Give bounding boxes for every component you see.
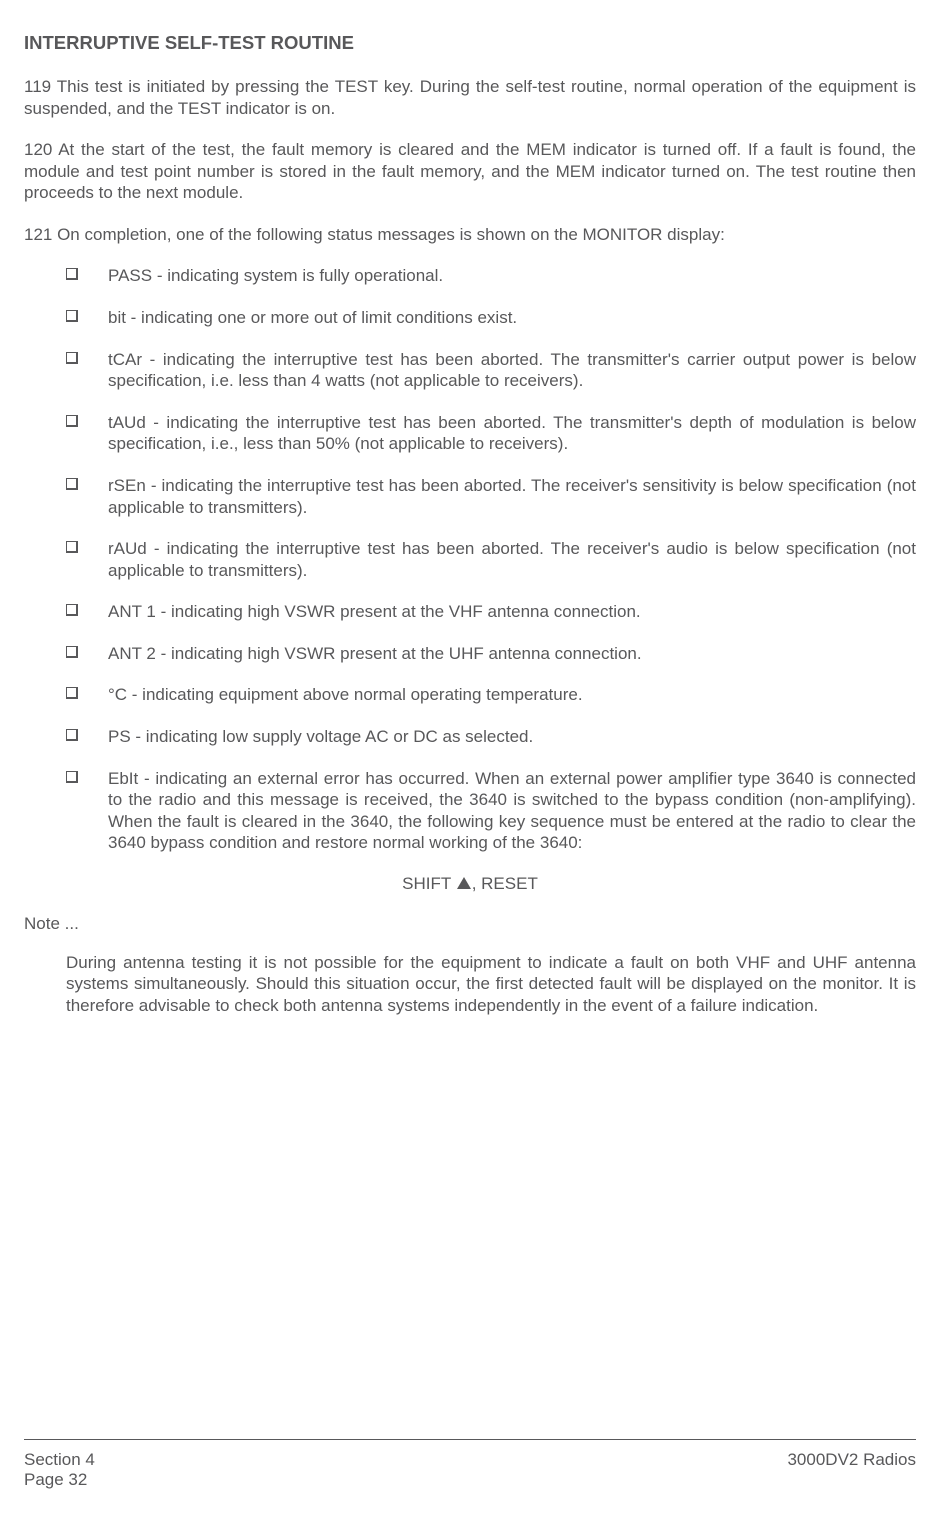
footer-right: 3000DV2 Radios — [787, 1450, 916, 1490]
key-sequence: SHIFT , RESET — [24, 874, 916, 894]
list-item: ANT 1 - indicating high VSWR present at … — [66, 601, 916, 623]
list-item-text: tCAr - indicating the interruptive test … — [108, 350, 916, 391]
keyseq-after: , RESET — [472, 874, 538, 893]
footer-page: Page 32 — [24, 1470, 95, 1490]
checkbox-icon — [66, 646, 78, 658]
list-item: ANT 2 - indicating high VSWR present at … — [66, 643, 916, 665]
checkbox-icon — [66, 415, 78, 427]
list-item-text: rSEn - indicating the interruptive test … — [108, 476, 916, 517]
list-item: rAUd - indicating the interruptive test … — [66, 538, 916, 581]
paragraph-121: 121 On completion, one of the following … — [24, 224, 916, 246]
list-item: PASS - indicating system is fully operat… — [66, 265, 916, 287]
keyseq-before: SHIFT — [402, 874, 456, 893]
list-item: EbIt - indicating an external error has … — [66, 768, 916, 854]
list-item: tAUd - indicating the interruptive test … — [66, 412, 916, 455]
list-item-text: ANT 2 - indicating high VSWR present at … — [108, 644, 642, 663]
note-label: Note ... — [24, 914, 916, 934]
list-item-text: bit - indicating one or more out of limi… — [108, 308, 517, 327]
footer-section: Section 4 — [24, 1450, 95, 1470]
checkbox-icon — [66, 541, 78, 553]
checkbox-icon — [66, 771, 78, 783]
list-item: rSEn - indicating the interruptive test … — [66, 475, 916, 518]
list-item: tCAr - indicating the interruptive test … — [66, 349, 916, 392]
list-item-text: ANT 1 - indicating high VSWR present at … — [108, 602, 641, 621]
checkbox-icon — [66, 729, 78, 741]
checkbox-icon — [66, 478, 78, 490]
checkbox-icon — [66, 268, 78, 280]
list-item-text: EbIt - indicating an external error has … — [108, 769, 916, 853]
list-item-text: rAUd - indicating the interruptive test … — [108, 539, 916, 580]
checkbox-icon — [66, 604, 78, 616]
list-item: bit - indicating one or more out of limi… — [66, 307, 916, 329]
checkbox-icon — [66, 310, 78, 322]
page-footer: Section 4 Page 32 3000DV2 Radios — [24, 1439, 916, 1490]
note-body: During antenna testing it is not possibl… — [24, 952, 916, 1017]
list-item-text: PS - indicating low supply voltage AC or… — [108, 727, 533, 746]
list-item: °C - indicating equipment above normal o… — [66, 684, 916, 706]
checkbox-icon — [66, 687, 78, 699]
footer-divider — [24, 1439, 916, 1440]
list-item-text: °C - indicating equipment above normal o… — [108, 685, 583, 704]
section-heading: INTERRUPTIVE SELF-TEST ROUTINE — [24, 32, 916, 54]
triangle-up-icon — [457, 877, 471, 889]
list-item: PS - indicating low supply voltage AC or… — [66, 726, 916, 748]
list-item-text: PASS - indicating system is fully operat… — [108, 266, 443, 285]
status-message-list: PASS - indicating system is fully operat… — [24, 265, 916, 853]
checkbox-icon — [66, 352, 78, 364]
paragraph-119: 119 This test is initiated by pressing t… — [24, 76, 916, 119]
paragraph-120: 120 At the start of the test, the fault … — [24, 139, 916, 204]
list-item-text: tAUd - indicating the interruptive test … — [108, 413, 916, 454]
